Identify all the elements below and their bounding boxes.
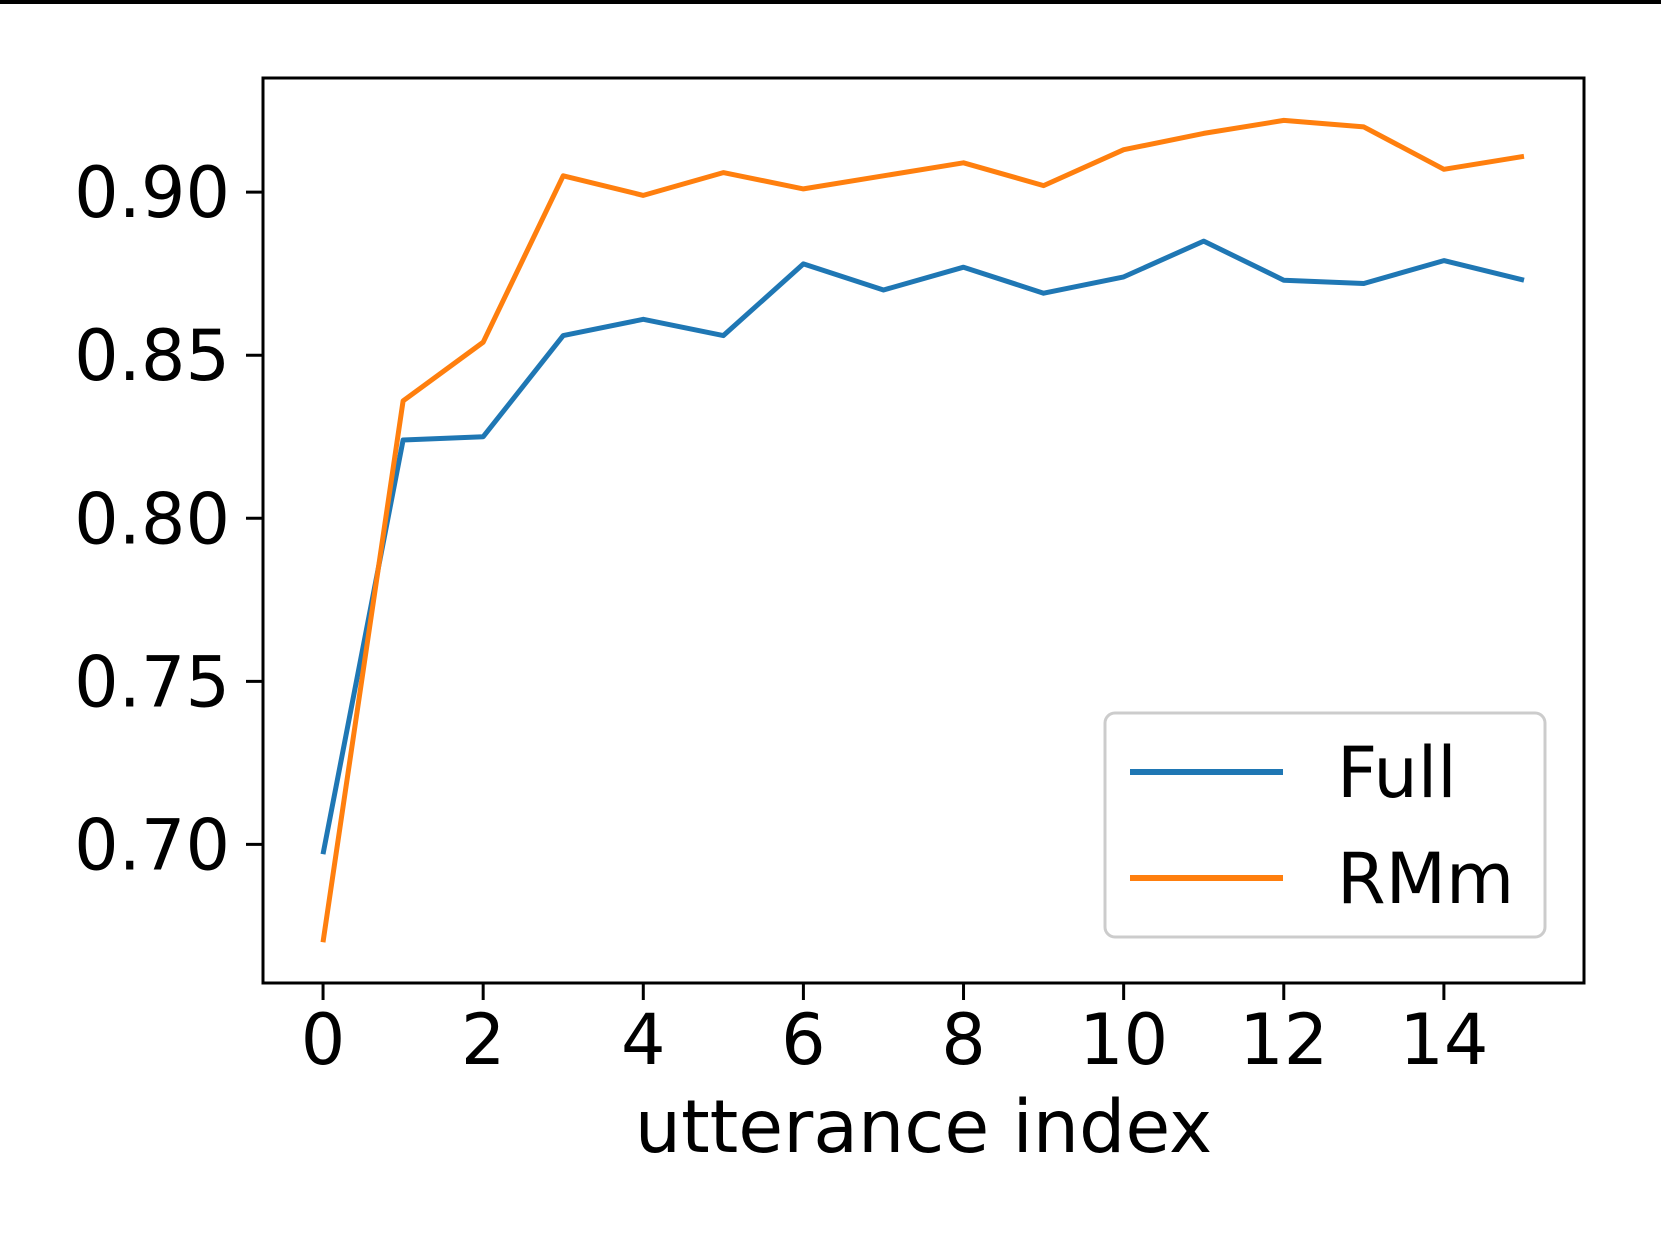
y-tick-label: 0.85 [74,315,230,397]
legend-label-full: Full [1337,732,1457,814]
x-tick-label: 2 [461,999,506,1081]
y-axis-ticks: 0.90 0.85 0.80 0.75 0.70 [74,152,263,886]
x-axis-ticks: 0 2 4 6 8 10 12 14 [301,983,1488,1081]
x-tick-label: 12 [1239,999,1328,1081]
x-tick-label: 14 [1399,999,1488,1081]
top-edge-border [0,0,1661,4]
y-tick-label: 0.80 [74,478,230,560]
x-tick-label: 8 [941,999,986,1081]
series-line-rmm [320,117,1525,943]
y-tick-label: 0.90 [74,152,230,234]
series-line-full [320,238,1525,855]
axes-spines [261,76,1586,985]
x-tick-label: 6 [781,999,826,1081]
legend: Full RMm [1103,711,1547,939]
series-lines [320,117,1525,943]
legend-label-rmm: RMm [1337,838,1514,920]
x-axis-label: utterance index [635,1085,1212,1170]
y-tick-label: 0.70 [74,804,230,886]
y-tick-label: 0.75 [74,641,230,723]
legend-item-full: Full [1130,732,1457,814]
x-tick-label: 10 [1079,999,1168,1081]
x-tick-label: 4 [621,999,666,1081]
x-tick-label: 0 [301,999,346,1081]
legend-item-rmm: RMm [1130,838,1514,920]
